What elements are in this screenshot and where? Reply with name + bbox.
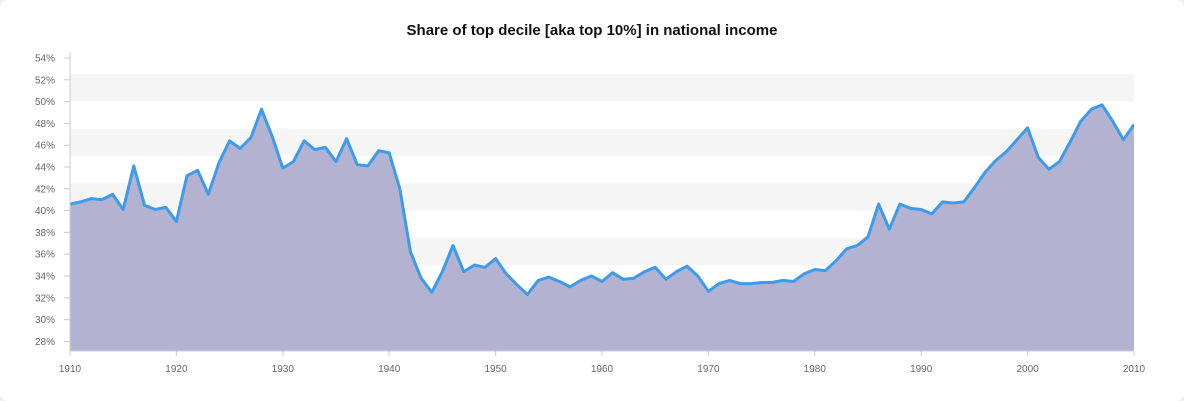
x-tick-label: 1940 xyxy=(378,364,401,375)
y-tick-label: 42% xyxy=(35,184,55,195)
y-tick-label: 52% xyxy=(35,75,55,86)
x-tick-label: 1970 xyxy=(697,364,720,375)
y-tick-label: 48% xyxy=(35,119,55,130)
x-tick-label: 1990 xyxy=(910,364,933,375)
y-tick-label: 28% xyxy=(35,337,55,348)
x-tick-label: 2000 xyxy=(1016,364,1039,375)
series-line xyxy=(70,103,1134,296)
y-tick-label: 34% xyxy=(35,272,55,283)
y-tick-label: 50% xyxy=(35,97,55,108)
grid-band xyxy=(70,74,1134,102)
y-tick-label: 40% xyxy=(35,206,55,217)
y-tick-label: 54% xyxy=(35,54,55,65)
x-tick-label: 1920 xyxy=(165,364,188,375)
y-tick-label: 36% xyxy=(35,250,55,261)
x-tick-label: 2010 xyxy=(1123,364,1146,375)
y-tick-label: 30% xyxy=(35,315,55,326)
y-tick-label: 38% xyxy=(35,228,55,239)
x-tick-label: 1930 xyxy=(272,364,295,375)
x-tick-label: 1960 xyxy=(591,364,614,375)
y-tick-label: 46% xyxy=(35,141,55,152)
chart-title: Share of top decile [aka top 10%] in nat… xyxy=(406,22,778,39)
x-tick-label: 1950 xyxy=(484,364,507,375)
y-tick-label: 32% xyxy=(35,293,55,304)
x-tick-label: 1910 xyxy=(59,364,82,375)
x-tick-label: 1980 xyxy=(804,364,827,375)
y-tick-label: 44% xyxy=(35,163,55,174)
series-area xyxy=(70,104,1134,351)
series-group xyxy=(70,103,1134,351)
